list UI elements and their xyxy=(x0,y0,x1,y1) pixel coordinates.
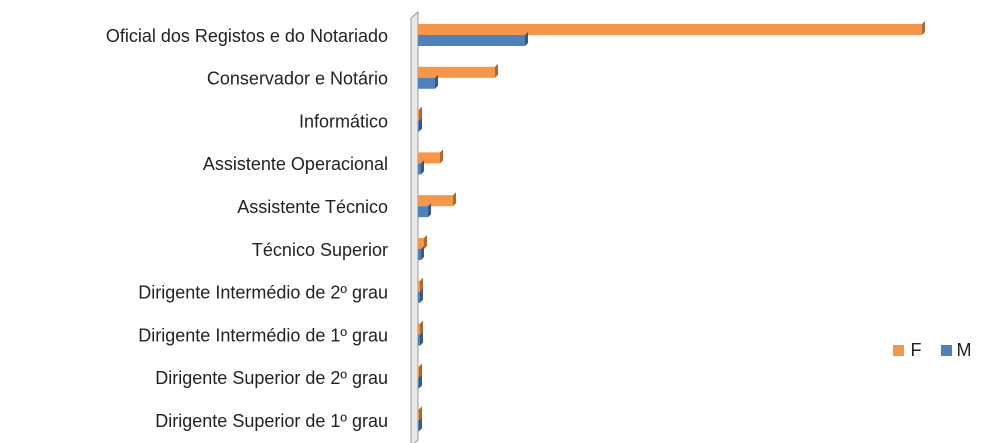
bar-side xyxy=(419,117,422,132)
bar xyxy=(418,66,495,78)
legend-swatch xyxy=(941,345,952,356)
bar-side xyxy=(525,32,528,46)
bar-side xyxy=(428,203,431,218)
bar xyxy=(418,24,922,35)
bar xyxy=(418,420,419,432)
bar-side xyxy=(420,288,423,303)
bar xyxy=(418,163,421,175)
bar-side xyxy=(421,160,424,175)
bar xyxy=(418,206,428,218)
bar-side xyxy=(420,277,423,292)
bar xyxy=(418,334,420,346)
bar xyxy=(418,409,419,421)
bar-side xyxy=(419,363,422,378)
category-label: Dirigente Intermédio de 1º grau xyxy=(138,325,388,345)
bar xyxy=(418,77,435,89)
bar xyxy=(418,238,424,249)
bar xyxy=(418,109,419,121)
bar xyxy=(418,249,421,260)
bar-side xyxy=(922,21,925,35)
bar xyxy=(418,35,525,46)
bar xyxy=(418,195,453,207)
axis-wall xyxy=(410,10,419,443)
bar xyxy=(418,280,420,292)
legend-swatch xyxy=(893,345,904,356)
bar xyxy=(418,366,419,378)
bar xyxy=(418,377,419,389)
category-label: Oficial dos Registos e do Notariado xyxy=(106,26,388,46)
bar-side xyxy=(419,406,422,421)
category-label: Conservador e Notário xyxy=(207,69,388,89)
category-label: Assistente Técnico xyxy=(237,197,388,217)
bar xyxy=(418,120,419,132)
bar xyxy=(418,291,420,303)
bar-side xyxy=(421,246,424,260)
bar-side xyxy=(440,149,443,164)
bar-side xyxy=(435,74,438,89)
bar-side xyxy=(420,320,423,335)
category-label: Técnico Superior xyxy=(252,240,388,260)
bar-side xyxy=(420,331,423,346)
category-label: Dirigente Superior de 1º grau xyxy=(155,411,388,431)
legend-label: M xyxy=(957,340,972,360)
bar-side xyxy=(495,63,498,78)
bar xyxy=(418,323,420,335)
category-label: Informático xyxy=(299,111,388,131)
bar-side xyxy=(419,417,422,432)
category-label: Dirigente Superior de 2º grau xyxy=(155,368,388,388)
legend-label: F xyxy=(911,340,922,360)
bar-side xyxy=(424,235,427,249)
bar-side xyxy=(419,374,422,389)
bar-side xyxy=(453,192,456,207)
category-label: Assistente Operacional xyxy=(203,154,388,174)
bar xyxy=(418,152,440,164)
bar-side xyxy=(419,106,422,121)
category-label: Dirigente Intermédio de 2º grau xyxy=(138,283,388,303)
